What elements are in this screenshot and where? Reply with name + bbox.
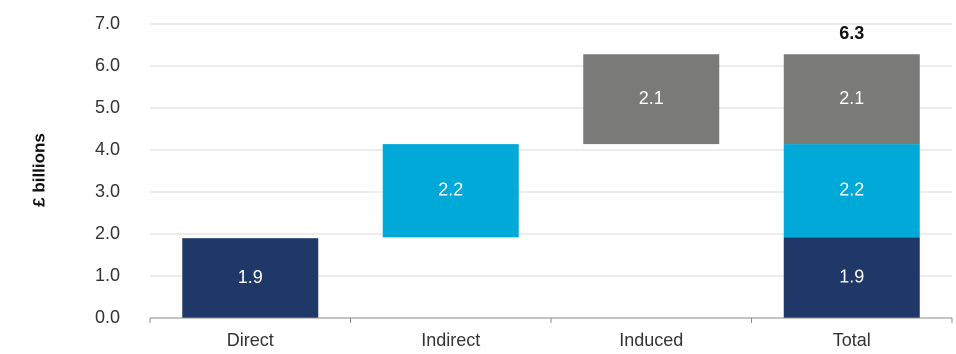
total-label: 6.3: [839, 23, 864, 43]
y-tick-label: 0.0: [95, 307, 120, 327]
bar-segment: [182, 238, 319, 318]
y-tick-label: 6.0: [95, 55, 120, 75]
bar-segment: [583, 54, 720, 145]
data-label: 2.2: [438, 179, 463, 199]
bar-segment: [783, 144, 920, 238]
bar-segment: [783, 54, 920, 145]
y-tick-label: 5.0: [95, 97, 120, 117]
bars: 1.9 2.2 2.1 1.9 2.2 2.1 6.3: [182, 23, 920, 318]
x-tick-label: Induced: [619, 330, 683, 350]
y-tick-label: 2.0: [95, 223, 120, 243]
data-label: 1.9: [238, 267, 263, 287]
data-label: 2.1: [639, 88, 664, 108]
gridlines: [150, 23, 952, 277]
y-tick-label: 3.0: [95, 181, 120, 201]
y-tick-label: 7.0: [95, 13, 120, 33]
y-tick-label: 1.0: [95, 265, 120, 285]
x-tick-label: Direct: [227, 330, 274, 350]
y-axis-label: £ billions: [29, 133, 48, 207]
data-label: 2.1: [839, 88, 864, 108]
x-tick-label: Total: [833, 330, 871, 350]
axes: 0.0 1.0 2.0 3.0 4.0 5.0 6.0 7.0 Direct Indirect In…: [95, 13, 953, 350]
data-label: 1.9: [839, 266, 864, 286]
bar-segment: [382, 144, 519, 238]
data-label: 2.2: [839, 179, 864, 199]
x-tick-label: Indirect: [421, 330, 480, 350]
bar-segment: [783, 237, 920, 318]
y-tick-label: 4.0: [95, 139, 120, 159]
